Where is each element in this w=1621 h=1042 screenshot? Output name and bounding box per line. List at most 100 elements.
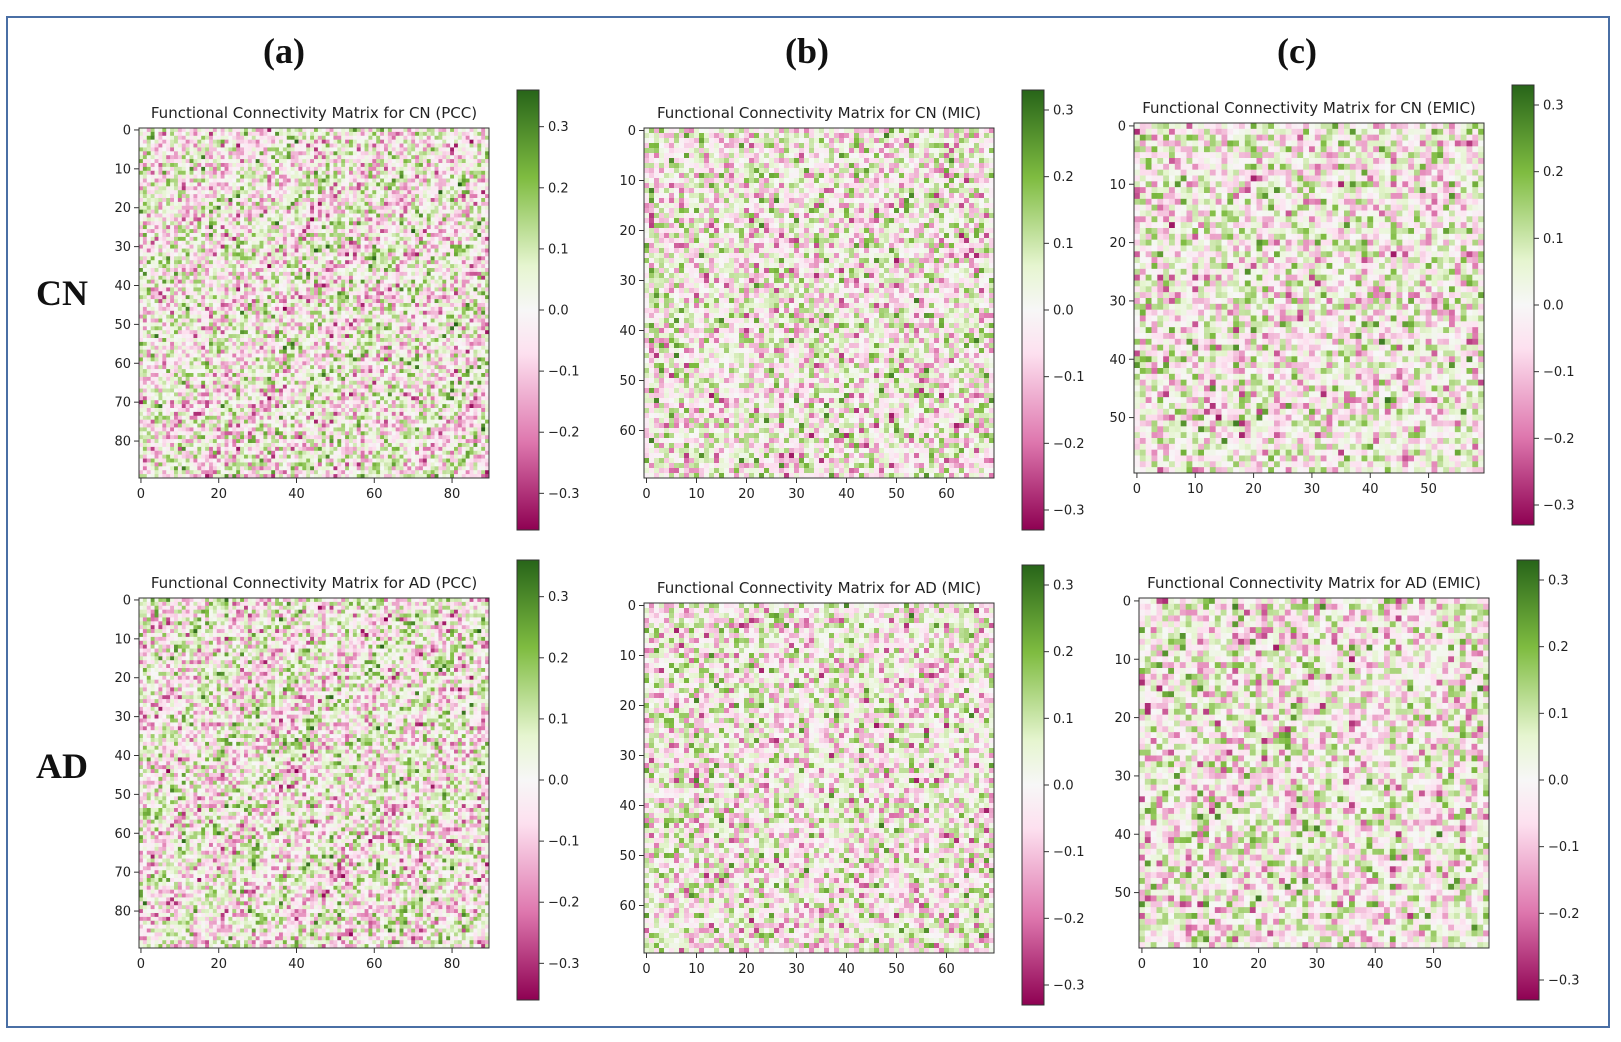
heatmap-cell bbox=[142, 225, 148, 230]
heatmap-cell bbox=[259, 248, 264, 253]
heatmap-cell bbox=[240, 166, 245, 172]
heatmap-cell bbox=[481, 229, 486, 234]
heatmap-cell bbox=[232, 256, 237, 261]
heatmap-cell bbox=[279, 217, 284, 222]
heatmap-cell bbox=[286, 326, 291, 331]
heatmap-cell bbox=[174, 163, 179, 168]
heatmap-cell bbox=[224, 295, 229, 300]
heatmap-cell bbox=[162, 221, 167, 226]
heatmap-cell bbox=[170, 283, 175, 288]
heatmap-cell bbox=[454, 163, 459, 168]
heatmap-cell bbox=[197, 260, 202, 265]
heatmap-cell bbox=[345, 244, 350, 249]
heatmap-cell bbox=[279, 295, 284, 300]
heatmap-cell bbox=[321, 131, 326, 137]
heatmap-cell bbox=[481, 291, 486, 296]
heatmap-cell bbox=[407, 201, 412, 207]
heatmap-cell bbox=[251, 135, 256, 140]
heatmap-cell bbox=[251, 268, 256, 273]
heatmap-cell bbox=[205, 240, 210, 245]
heatmap-cell bbox=[384, 299, 389, 304]
heatmap-cell bbox=[434, 287, 439, 292]
heatmap-cell bbox=[302, 268, 307, 273]
heatmap-cell bbox=[286, 279, 291, 284]
heatmap-cell bbox=[356, 147, 361, 152]
heatmap-cell bbox=[244, 128, 249, 133]
heatmap-cell bbox=[465, 236, 470, 242]
heatmap-cell bbox=[438, 326, 443, 331]
heatmap-cell bbox=[473, 135, 478, 140]
heatmap-cell bbox=[314, 279, 319, 284]
heatmap-cell bbox=[212, 306, 218, 312]
heatmap-cell bbox=[228, 252, 233, 257]
heatmap-cell bbox=[236, 264, 241, 269]
heatmap-cell bbox=[162, 330, 167, 335]
heatmap-cell bbox=[224, 147, 229, 152]
heatmap-cell bbox=[154, 139, 159, 144]
heatmap-cell bbox=[224, 135, 229, 140]
heatmap-cell bbox=[430, 240, 435, 245]
heatmap-cell bbox=[411, 143, 416, 148]
heatmap-cell bbox=[465, 139, 470, 144]
heatmap-cell bbox=[271, 174, 276, 179]
heatmap-cell bbox=[251, 201, 256, 207]
heatmap-cell bbox=[434, 190, 439, 195]
heatmap-cell bbox=[329, 275, 334, 280]
heatmap-cell bbox=[360, 205, 365, 210]
heatmap-cell bbox=[380, 178, 385, 183]
heatmap-cell bbox=[321, 174, 326, 179]
heatmap-cell bbox=[364, 318, 369, 323]
heatmap-cell bbox=[345, 225, 350, 230]
heatmap-cell bbox=[170, 279, 175, 284]
heatmap-cell bbox=[154, 303, 159, 308]
heatmap-cell bbox=[372, 159, 377, 164]
heatmap-cell bbox=[485, 229, 490, 234]
heatmap-cell bbox=[380, 186, 385, 191]
heatmap-cell bbox=[247, 236, 253, 242]
heatmap-cell bbox=[407, 147, 412, 152]
heatmap-cell bbox=[473, 221, 478, 226]
heatmap-cell bbox=[267, 256, 272, 261]
heatmap-cell bbox=[263, 252, 268, 257]
heatmap-cell bbox=[193, 166, 198, 172]
heatmap-cell bbox=[271, 139, 276, 144]
heatmap-cell bbox=[387, 205, 393, 210]
heatmap-cell bbox=[232, 334, 237, 339]
heatmap-cell bbox=[325, 186, 330, 191]
heatmap-cell bbox=[442, 244, 447, 249]
heatmap-cell bbox=[434, 303, 439, 308]
heatmap-cell bbox=[387, 240, 393, 245]
heatmap-cell bbox=[247, 151, 253, 156]
heatmap-cell bbox=[415, 287, 420, 292]
heatmap-cell bbox=[457, 303, 463, 308]
heatmap-cell bbox=[170, 338, 175, 343]
heatmap-cell bbox=[185, 186, 190, 191]
heatmap-cell bbox=[341, 201, 346, 207]
heatmap-cell bbox=[247, 268, 253, 273]
heatmap-cell bbox=[139, 287, 144, 292]
heatmap-cell bbox=[434, 163, 439, 168]
heatmap-cell bbox=[314, 299, 319, 304]
heatmap-cell bbox=[321, 303, 326, 308]
heatmap-cell bbox=[177, 178, 183, 183]
heatmap-cell bbox=[337, 233, 342, 238]
heatmap-cell bbox=[446, 252, 451, 257]
heatmap-cell bbox=[317, 264, 323, 269]
heatmap-cell bbox=[465, 209, 470, 214]
heatmap-cell bbox=[314, 186, 319, 191]
heatmap-cell bbox=[174, 291, 179, 296]
heatmap-cell bbox=[457, 194, 463, 199]
heatmap-cell bbox=[395, 306, 400, 312]
heatmap-cell bbox=[422, 244, 428, 249]
heatmap-cell bbox=[267, 244, 272, 249]
heatmap-cell bbox=[391, 143, 396, 148]
heatmap-cell bbox=[329, 252, 334, 257]
heatmap-cell bbox=[150, 299, 155, 304]
heatmap-cell bbox=[197, 256, 202, 261]
heatmap-cell bbox=[247, 322, 253, 327]
heatmap-cell bbox=[454, 310, 459, 315]
heatmap-cell bbox=[267, 186, 272, 191]
heatmap-cell bbox=[407, 166, 412, 172]
heatmap-cell bbox=[306, 287, 311, 292]
heatmap-cell bbox=[395, 275, 400, 280]
